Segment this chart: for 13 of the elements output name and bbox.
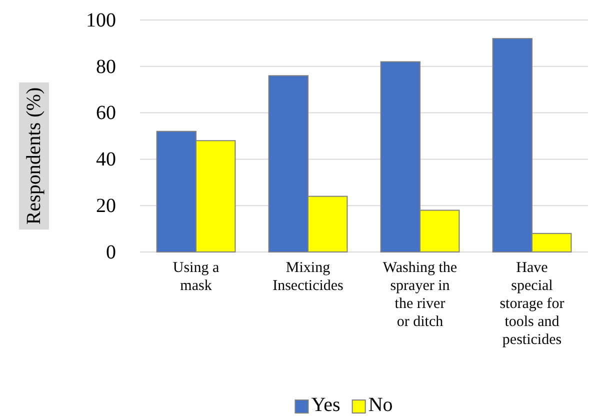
y-axis-title: Respondents (%) (23, 87, 45, 225)
legend-label: Yes (311, 394, 341, 416)
y-tick-label: 40 (96, 148, 116, 171)
y-tick-label: 60 (96, 102, 116, 124)
legend-label: No (368, 394, 393, 416)
y-tick-label: 20 (96, 195, 116, 217)
y-tick-label: 80 (96, 56, 116, 78)
y-tick-label: 100 (86, 9, 116, 32)
x-tick-label: Using a mask (172, 260, 220, 294)
x-tick-label: Have special storage for tools and pesticides (500, 260, 564, 348)
y-tick-label: 0 (106, 241, 116, 264)
x-tick-label: Mixing Insecticides (272, 260, 344, 294)
x-tick-label: Washing the sprayer in the river or ditch (382, 260, 458, 330)
